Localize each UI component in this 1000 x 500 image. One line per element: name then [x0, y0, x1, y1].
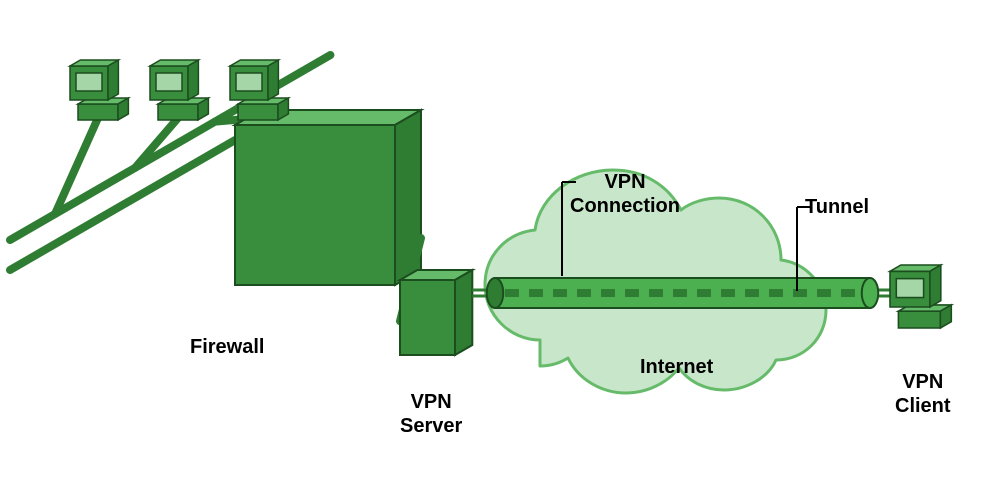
internet-label: Internet — [640, 355, 713, 379]
tunnel-label: Tunnel — [805, 195, 869, 219]
vpn-connection-label: VPN Connection — [570, 170, 680, 218]
vpn-server-label: VPN Server — [400, 390, 462, 438]
vpn-client-label: VPN Client — [895, 370, 951, 418]
vpn-network-diagram — [0, 0, 1000, 500]
firewall-label: Firewall — [190, 335, 264, 359]
